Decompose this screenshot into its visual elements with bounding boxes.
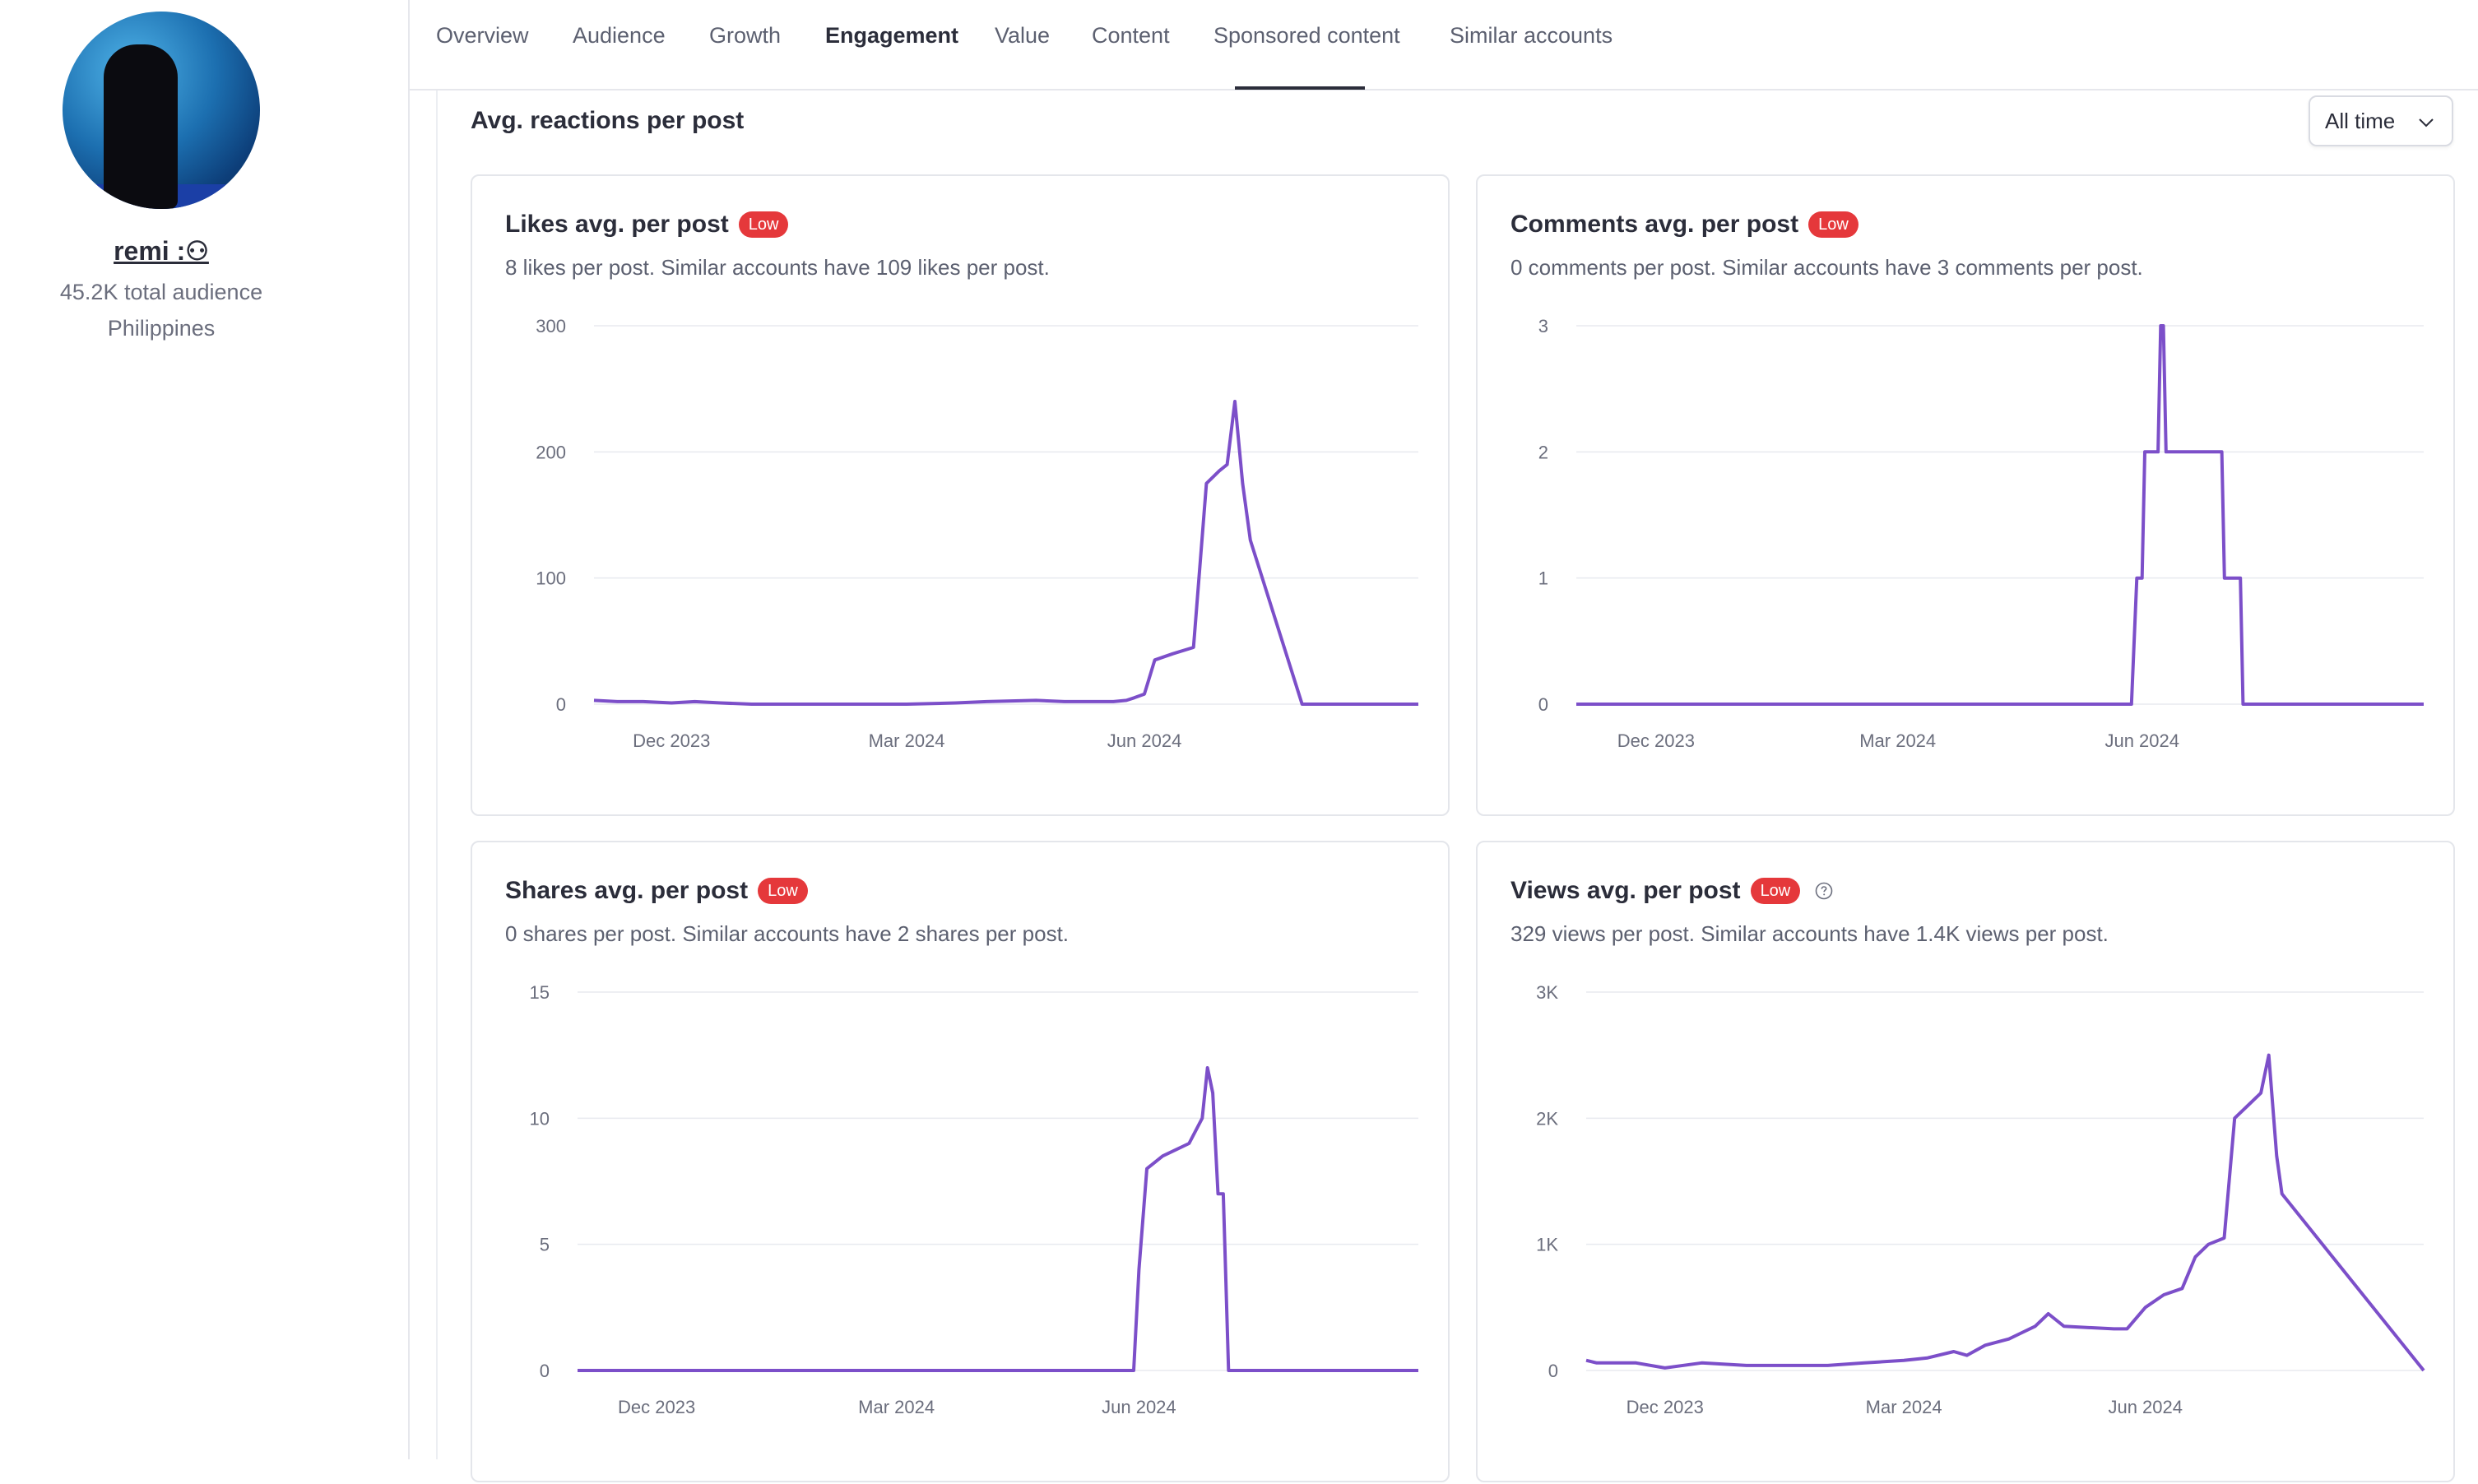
comments-chart: 0 1 2 3 Dec 2023 Mar 2024 Jun 2024 xyxy=(1538,316,2424,751)
tab-value[interactable]: Value xyxy=(995,23,1051,48)
y-tick-label: 0 xyxy=(1548,1361,1558,1381)
tab-similar-accounts[interactable]: Similar accounts xyxy=(1450,23,1613,48)
shares-card: Shares avg. per post Low 0 shares per po… xyxy=(471,841,1450,1482)
likes-summary: 8 likes per post. Similar accounts have … xyxy=(505,255,1050,280)
tab-sponsored-content[interactable]: Sponsored content xyxy=(1213,23,1400,48)
tab-engagement[interactable]: Engagement xyxy=(825,23,959,48)
views-summary: 329 views per post. Similar accounts hav… xyxy=(1510,921,2109,946)
status-badge: Low xyxy=(1808,211,1858,238)
y-tick-label: 3 xyxy=(1538,316,1548,336)
x-tick-label: Dec 2023 xyxy=(1626,1397,1704,1417)
avatar-figure xyxy=(104,44,178,209)
profile-country: Philippines xyxy=(107,316,216,341)
y-tick-label: 2K xyxy=(1536,1108,1558,1129)
likes-chart: 0 100 200 300 Dec 2023 Mar 2024 Jun 2024 xyxy=(536,316,1418,751)
x-tick-label: Mar 2024 xyxy=(1859,730,1936,751)
help-icon[interactable] xyxy=(1815,882,1833,900)
x-tick-label: Dec 2023 xyxy=(633,730,710,751)
y-tick-label: 200 xyxy=(536,442,566,462)
tab-overview[interactable]: Overview xyxy=(436,23,529,48)
series-line xyxy=(1585,1053,2425,1372)
y-tick-label: 15 xyxy=(530,982,550,1003)
avatar[interactable] xyxy=(63,12,260,209)
chevron-down-icon xyxy=(2419,118,2434,128)
series-line xyxy=(1576,324,2424,706)
comments-summary: 0 comments per post. Similar accounts ha… xyxy=(1510,255,2143,280)
x-tick-label: Dec 2023 xyxy=(618,1397,695,1417)
tab-bar: Overview Audience Growth Engagement Valu… xyxy=(410,0,2478,90)
y-tick-label: 5 xyxy=(540,1235,550,1255)
comments-card: Comments avg. per post Low 0 comments pe… xyxy=(1476,174,2455,816)
section-title: Avg. reactions per post xyxy=(471,107,745,134)
shares-title: Shares avg. per post xyxy=(505,877,749,904)
status-badge: Low xyxy=(1750,878,1801,904)
y-tick-label: 0 xyxy=(540,1361,550,1381)
y-tick-label: 300 xyxy=(536,316,566,336)
series-line xyxy=(593,400,1418,706)
shares-summary: 0 shares per post. Similar accounts have… xyxy=(505,921,1070,946)
y-tick-label: 10 xyxy=(530,1108,550,1129)
y-tick-label: 100 xyxy=(536,568,566,589)
tab-audience[interactable]: Audience xyxy=(573,23,666,48)
views-chart: 0 1K 2K 3K Dec 2023 Mar 2024 Jun 2024 xyxy=(1536,982,2425,1417)
y-tick-label: 1 xyxy=(1538,568,1548,589)
content-rail xyxy=(410,90,438,1459)
x-tick-label: Dec 2023 xyxy=(1617,730,1695,751)
x-tick-label: Jun 2024 xyxy=(1107,730,1182,751)
profile-audience: 45.2K total audience xyxy=(59,280,263,304)
likes-title: Likes avg. per post xyxy=(505,211,729,238)
time-filter-value: All time xyxy=(2325,108,2396,133)
views-card: Views avg. per post Low 329 views per po… xyxy=(1476,841,2455,1482)
views-title: Views avg. per post xyxy=(1510,877,1741,904)
status-badge: Low xyxy=(758,878,808,904)
time-filter-select[interactable]: All time xyxy=(2309,95,2453,146)
shares-chart: 0 5 10 15 Dec 2023 Mar 2024 Jun 2024 xyxy=(530,982,1418,1417)
card-title: Views avg. per post Low xyxy=(1510,877,1833,905)
card-title: Likes avg. per post Low xyxy=(505,211,789,239)
series-line xyxy=(578,1066,1418,1372)
x-tick-label: Mar 2024 xyxy=(869,730,945,751)
y-tick-label: 3K xyxy=(1536,982,1558,1003)
status-badge: Low xyxy=(738,211,789,238)
x-tick-label: Jun 2024 xyxy=(2108,1397,2183,1417)
card-title: Shares avg. per post Low xyxy=(505,877,808,905)
comments-title: Comments avg. per post xyxy=(1510,211,1799,238)
active-tab-indicator xyxy=(1235,86,1365,90)
x-tick-label: Jun 2024 xyxy=(1102,1397,1176,1417)
x-tick-label: Jun 2024 xyxy=(2104,730,2179,751)
x-tick-label: Mar 2024 xyxy=(858,1397,935,1417)
tab-growth[interactable]: Growth xyxy=(709,23,782,48)
likes-card: Likes avg. per post Low 8 likes per post… xyxy=(471,174,1450,816)
card-title: Comments avg. per post Low xyxy=(1510,211,1858,239)
x-tick-label: Mar 2024 xyxy=(1866,1397,1942,1417)
profile-name[interactable]: remi :⚇ xyxy=(114,236,209,266)
y-tick-label: 0 xyxy=(556,694,566,715)
y-tick-label: 0 xyxy=(1538,694,1548,715)
tab-content[interactable]: Content xyxy=(1092,23,1170,48)
profile-sidebar: remi :⚇ 45.2K total audience Philippines xyxy=(0,0,410,1459)
y-tick-label: 1K xyxy=(1536,1235,1558,1255)
y-tick-label: 2 xyxy=(1538,442,1548,462)
